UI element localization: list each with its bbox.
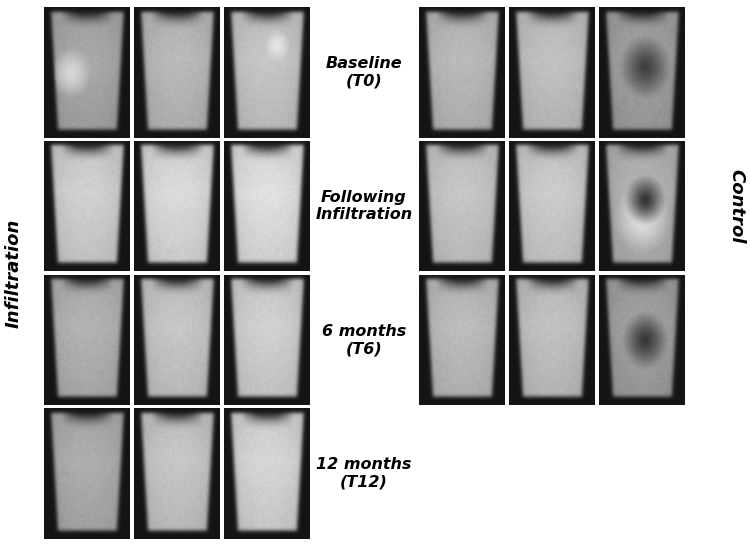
Text: Infiltration: Infiltration <box>4 218 22 328</box>
Text: Baseline
(T0): Baseline (T0) <box>326 56 402 88</box>
Text: 12 months
(T12): 12 months (T12) <box>316 458 412 490</box>
Text: 6 months
(T6): 6 months (T6) <box>322 324 406 356</box>
Text: Control: Control <box>728 169 746 244</box>
Text: Following
Infiltration: Following Infiltration <box>315 190 413 222</box>
